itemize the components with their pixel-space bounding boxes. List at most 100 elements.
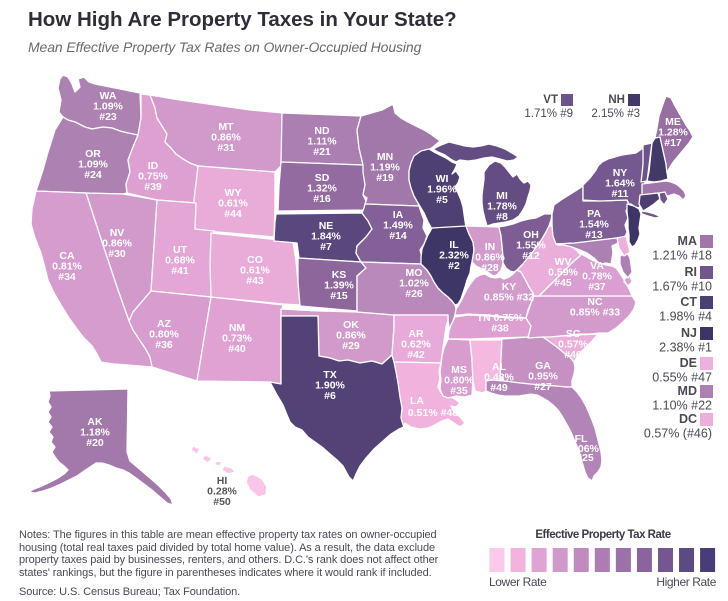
svg-text:#43: #43: [246, 275, 264, 287]
svg-text:NV: NV: [110, 227, 125, 239]
svg-text:1.55%: 1.55%: [516, 240, 546, 252]
svg-text:AR: AR: [408, 328, 424, 340]
svg-text:#36: #36: [155, 339, 173, 351]
svg-text:1.21% #18: 1.21% #18: [652, 249, 712, 263]
svg-text:OK: OK: [343, 319, 359, 331]
svg-text:0.28%: 0.28%: [207, 486, 237, 498]
svg-text:0.68%: 0.68%: [165, 255, 195, 267]
svg-text:KS: KS: [332, 269, 347, 281]
svg-text:#21: #21: [313, 146, 331, 158]
svg-text:0.62%: 0.62%: [401, 339, 431, 351]
svg-text:0.43%: 0.43%: [484, 372, 514, 384]
svg-text:MA: MA: [678, 234, 697, 248]
svg-text:AL: AL: [492, 361, 507, 373]
svg-text:1.18%: 1.18%: [80, 427, 110, 439]
svg-text:DC: DC: [679, 412, 697, 426]
svg-text:1.28%: 1.28%: [658, 127, 688, 139]
svg-text:NC: NC: [587, 296, 603, 308]
svg-text:#16: #16: [313, 193, 331, 205]
svg-text:VA: VA: [590, 260, 604, 272]
svg-text:1.64%: 1.64%: [605, 178, 635, 190]
svg-text:KY: KY: [502, 281, 517, 293]
svg-text:NM: NM: [229, 322, 246, 334]
svg-text:1.02%: 1.02%: [399, 278, 429, 290]
svg-text:#11: #11: [612, 188, 629, 200]
svg-text:MT: MT: [218, 121, 234, 133]
svg-text:OH: OH: [523, 229, 539, 241]
svg-text:1.09%: 1.09%: [93, 101, 123, 113]
svg-text:#12: #12: [522, 250, 540, 262]
svg-text:1.98% #4: 1.98% #4: [659, 310, 712, 324]
svg-text:0.55% #47: 0.55% #47: [652, 371, 712, 385]
svg-text:MN: MN: [377, 151, 393, 163]
svg-text:#45: #45: [554, 277, 572, 289]
svg-text:WV: WV: [555, 256, 572, 268]
svg-text:#35: #35: [450, 385, 468, 397]
svg-text:IN: IN: [485, 241, 496, 253]
svg-text:TX: TX: [323, 369, 336, 381]
svg-text:CT: CT: [680, 295, 697, 309]
svg-text:DE: DE: [680, 356, 697, 370]
svg-text:#31: #31: [217, 142, 235, 154]
svg-text:#25: #25: [576, 452, 594, 464]
svg-text:0.57% (#46): 0.57% (#46): [644, 427, 712, 441]
svg-text:IA: IA: [393, 209, 404, 221]
svg-text:0.85% #33: 0.85% #33: [570, 307, 620, 319]
svg-text:#8: #8: [496, 211, 508, 223]
svg-text:0.86%: 0.86%: [211, 132, 241, 144]
svg-text:NE: NE: [319, 220, 334, 232]
svg-text:2.15% #3: 2.15% #3: [591, 108, 640, 120]
svg-text:#40: #40: [228, 343, 246, 355]
svg-text:#38: #38: [491, 323, 509, 335]
svg-text:ME: ME: [665, 116, 681, 128]
svg-text:1.54%: 1.54%: [579, 219, 609, 231]
svg-text:#5: #5: [436, 194, 448, 206]
svg-text:0.57%: 0.57%: [558, 339, 588, 351]
svg-text:#27: #27: [534, 381, 552, 393]
svg-text:#30: #30: [108, 248, 126, 260]
svg-text:2.32%: 2.32%: [439, 250, 469, 262]
svg-text:WA: WA: [100, 90, 117, 102]
svg-text:LA: LA: [410, 395, 424, 407]
svg-text:#13: #13: [585, 229, 603, 241]
svg-text:#23: #23: [99, 111, 117, 123]
svg-text:FL: FL: [575, 433, 588, 445]
svg-text:ID: ID: [148, 160, 159, 172]
svg-text:SC: SC: [566, 328, 581, 340]
svg-text:1.39%: 1.39%: [324, 280, 354, 292]
svg-text:#20: #20: [86, 437, 104, 449]
svg-text:AK: AK: [87, 416, 103, 428]
svg-text:#15: #15: [330, 290, 348, 302]
svg-text:#19: #19: [376, 172, 394, 184]
svg-text:1.19%: 1.19%: [370, 162, 400, 174]
svg-text:1.67% #10: 1.67% #10: [652, 280, 712, 294]
svg-text:ND: ND: [314, 125, 330, 137]
svg-text:#6: #6: [324, 390, 336, 402]
svg-text:NY: NY: [613, 167, 628, 179]
svg-text:RI: RI: [685, 265, 698, 279]
svg-text:#24: #24: [84, 169, 102, 181]
svg-text:1.71% #9: 1.71% #9: [524, 108, 573, 120]
svg-text:0.81%: 0.81%: [52, 261, 82, 273]
svg-text:0.51% #48: 0.51% #48: [408, 407, 458, 419]
svg-text:0.86%: 0.86%: [102, 238, 132, 250]
svg-text:OR: OR: [85, 148, 101, 160]
svg-text:IL: IL: [449, 239, 459, 251]
svg-text:0.75%: 0.75%: [138, 171, 168, 183]
svg-text:#2: #2: [448, 260, 460, 272]
svg-text:0.73%: 0.73%: [222, 333, 252, 345]
svg-text:MI: MI: [496, 190, 508, 202]
svg-text:TN 0.75%: TN 0.75%: [477, 312, 524, 324]
svg-text:#34: #34: [58, 271, 76, 283]
svg-text:#42: #42: [407, 349, 425, 361]
svg-text:1.10% #22: 1.10% #22: [652, 399, 712, 413]
svg-text:NJ: NJ: [681, 326, 697, 340]
svg-text:#46: #46: [564, 349, 582, 361]
svg-text:1.84%: 1.84%: [311, 231, 341, 243]
svg-text:1.90%: 1.90%: [315, 380, 345, 392]
svg-text:WY: WY: [225, 187, 242, 199]
svg-text:0.59%: 0.59%: [548, 267, 578, 279]
svg-text:0.61%: 0.61%: [240, 265, 270, 277]
svg-text:UT: UT: [173, 244, 188, 256]
svg-text:0.78%: 0.78%: [582, 271, 612, 283]
